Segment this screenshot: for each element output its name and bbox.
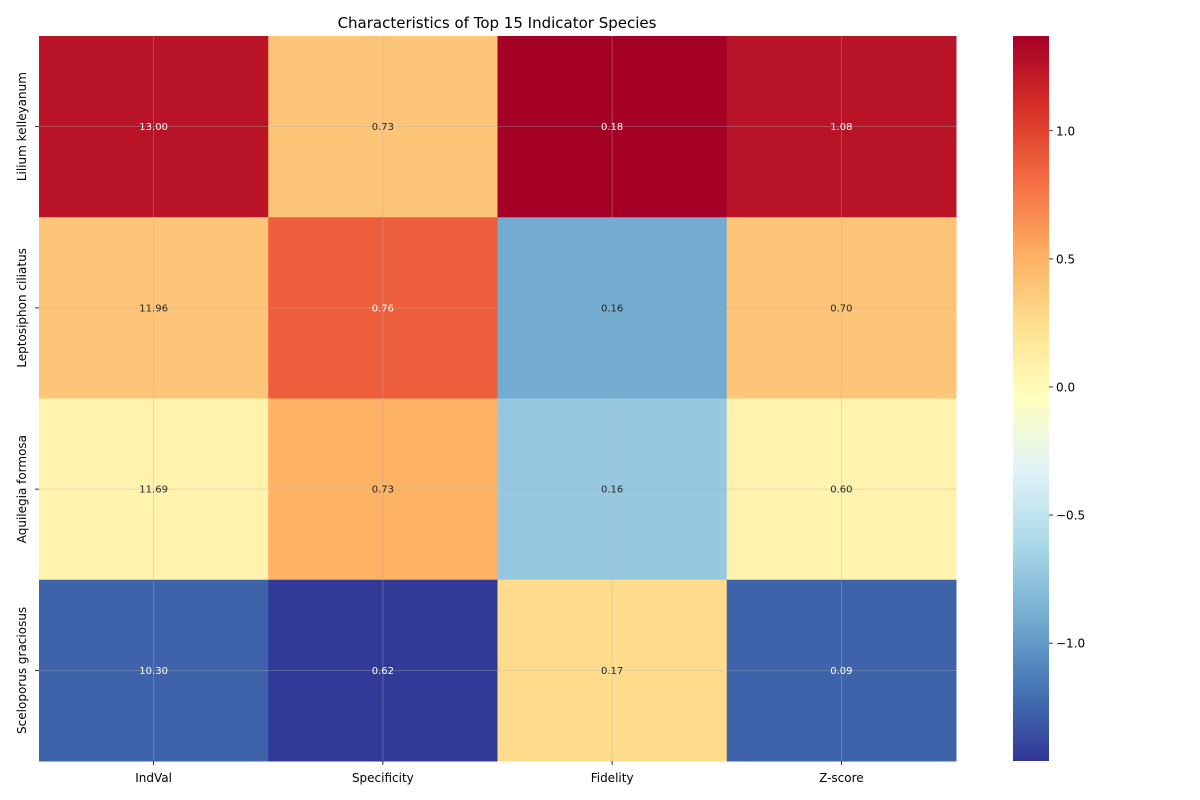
cell-annotation: 0.16	[601, 303, 623, 314]
heatmap-cell	[497, 217, 728, 399]
heatmap-cell	[268, 398, 498, 581]
heatmap-cell	[39, 217, 269, 399]
cell-annotation: 0.70	[830, 303, 852, 314]
cell-annotation: 10.30	[139, 666, 168, 677]
heatmap-cell	[268, 217, 498, 399]
heatmap-cell	[268, 36, 498, 218]
x-tick-label: IndVal	[135, 771, 172, 785]
colorbar: −1.0 −0.5 0.0 0.5 1.0	[1013, 36, 1085, 761]
y-tick-label: Sceloporus graciosus	[15, 607, 29, 734]
cell-annotation: 0.09	[830, 666, 852, 677]
colorbar-tick-label: 1.0	[1056, 124, 1075, 138]
colorbar-tick-label: −0.5	[1056, 509, 1085, 523]
heatmap-cell	[726, 217, 957, 399]
heatmap-cell	[726, 36, 957, 218]
y-tick-label: Aquilegia formosa	[15, 435, 29, 543]
y-tick-label: Leptosiphon ciliatus	[15, 248, 29, 368]
heatmap-cell	[268, 579, 498, 762]
colorbar-tick-label: −1.0	[1056, 637, 1085, 651]
cell-annotation: 0.62	[372, 666, 394, 677]
heatmap-cell	[726, 398, 957, 581]
cell-annotation: 0.73	[372, 485, 394, 496]
heatmap-cell	[497, 36, 728, 218]
x-tick-label: Specificity	[352, 771, 414, 785]
x-axis: IndVal Specificity Fidelity Z-score	[135, 761, 864, 785]
heatmap-cell	[497, 579, 728, 762]
cell-annotation: 0.76	[372, 303, 394, 314]
chart-title: Characteristics of Top 15 Indicator Spec…	[338, 14, 657, 32]
cell-annotation: 1.08	[830, 122, 852, 133]
cell-annotation: 0.17	[601, 666, 623, 677]
heatmap-cell	[497, 398, 728, 581]
cell-annotation: 11.96	[139, 303, 168, 314]
y-tick-label: Lilium kelleyanum	[15, 72, 29, 181]
colorbar-tick-label: 0.0	[1056, 380, 1075, 394]
cell-annotation: 0.18	[601, 122, 623, 133]
heatmap-cell	[39, 579, 269, 762]
cell-annotation: 0.60	[830, 485, 852, 496]
colorbar-tick-label: 0.5	[1056, 252, 1075, 266]
grid-lines	[39, 36, 956, 761]
cell-annotation: 0.16	[601, 485, 623, 496]
colorbar-gradient	[1013, 36, 1049, 761]
heatmap-cells	[39, 36, 957, 762]
cell-annotation: 0.73	[372, 122, 394, 133]
y-axis: Lilium kelleyanum Leptosiphon ciliatus Aqu…	[15, 72, 39, 734]
cell-annotations: 13.00 0.73 0.18 1.08 11.96 0.76 0.16 0.70 11.69 0…	[139, 122, 852, 677]
heatmap-cell	[39, 398, 269, 581]
heatmap-cell	[726, 579, 957, 762]
cell-annotation: 13.00	[139, 122, 168, 133]
cell-annotation: 11.69	[139, 485, 168, 496]
x-tick-label: Z-score	[819, 771, 864, 785]
x-tick-label: Fidelity	[591, 771, 634, 785]
heatmap-cell	[39, 36, 269, 218]
